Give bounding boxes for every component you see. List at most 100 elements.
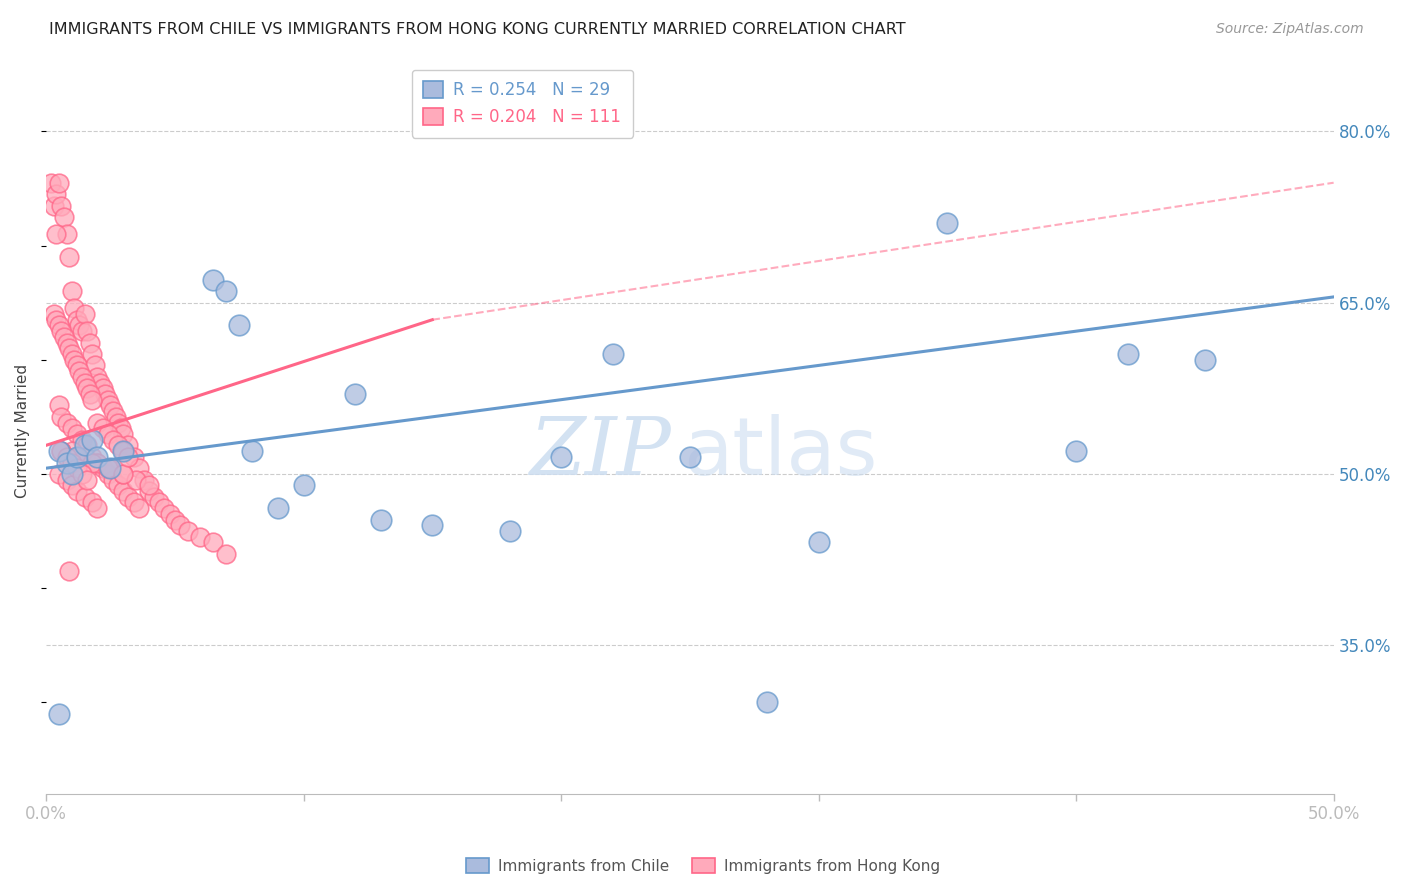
Point	[60, 478, 83, 492]
Point	[91, 461, 114, 475]
Point	[60, 347, 83, 361]
Point	[53, 210, 76, 224]
Point	[117, 450, 139, 464]
Point	[228, 318, 250, 333]
Point	[86, 501, 108, 516]
Point	[98, 461, 121, 475]
Point	[101, 473, 124, 487]
Point	[97, 467, 120, 481]
Point	[55, 416, 77, 430]
Point	[45, 312, 67, 326]
Point	[76, 473, 98, 487]
Point	[60, 467, 83, 481]
Point	[60, 444, 83, 458]
Point	[86, 369, 108, 384]
Point	[51, 444, 73, 458]
Point	[86, 416, 108, 430]
Point	[66, 450, 89, 464]
Point	[112, 467, 135, 481]
Point	[122, 495, 145, 509]
Point	[63, 301, 86, 316]
Point	[98, 398, 121, 412]
Point	[176, 524, 198, 538]
Point	[60, 421, 83, 435]
Point	[128, 461, 150, 475]
Point	[55, 335, 77, 350]
Point	[53, 330, 76, 344]
Point	[112, 484, 135, 499]
Point	[66, 450, 89, 464]
Point	[48, 706, 70, 721]
Point	[45, 227, 67, 241]
Legend: R = 0.254   N = 29, R = 0.204   N = 111: R = 0.254 N = 29, R = 0.204 N = 111	[412, 70, 633, 137]
Point	[91, 421, 114, 435]
Point	[82, 347, 104, 361]
Point	[97, 461, 120, 475]
Point	[215, 547, 238, 561]
Point	[69, 318, 91, 333]
Text: IMMIGRANTS FROM CHILE VS IMMIGRANTS FROM HONG KONG CURRENTLY MARRIED CORRELATION: IMMIGRANTS FROM CHILE VS IMMIGRANTS FROM…	[49, 22, 905, 37]
Point	[66, 359, 89, 373]
Point	[58, 250, 80, 264]
Point	[159, 507, 181, 521]
Point	[98, 461, 121, 475]
Point	[55, 450, 77, 464]
Point	[66, 426, 89, 441]
Point	[163, 513, 186, 527]
Point	[292, 478, 315, 492]
Point	[66, 461, 89, 475]
Point	[420, 518, 443, 533]
Point	[1064, 444, 1087, 458]
Text: Source: ZipAtlas.com: Source: ZipAtlas.com	[1216, 22, 1364, 37]
Point	[104, 409, 127, 424]
Point	[148, 495, 170, 509]
Point	[83, 359, 105, 373]
Point	[101, 404, 124, 418]
Point	[70, 324, 93, 338]
Point	[202, 273, 225, 287]
Point	[550, 450, 572, 464]
Point	[112, 444, 135, 458]
Point	[112, 426, 135, 441]
Point	[86, 455, 108, 469]
Point	[48, 176, 70, 190]
Point	[55, 227, 77, 241]
Point	[82, 495, 104, 509]
Point	[42, 198, 65, 212]
Point	[79, 335, 101, 350]
Point	[70, 369, 93, 384]
Point	[60, 455, 83, 469]
Point	[73, 490, 96, 504]
Point	[97, 426, 120, 441]
Y-axis label: Currently Married: Currently Married	[15, 364, 30, 498]
Point	[58, 341, 80, 355]
Point	[66, 484, 89, 499]
Point	[498, 524, 520, 538]
Point	[82, 450, 104, 464]
Point	[48, 444, 70, 458]
Point	[91, 381, 114, 395]
Point	[169, 518, 191, 533]
Point	[89, 376, 111, 390]
Point	[143, 490, 166, 504]
Point	[69, 364, 91, 378]
Point	[76, 381, 98, 395]
Point	[73, 450, 96, 464]
Point	[343, 387, 366, 401]
Point	[76, 438, 98, 452]
Point	[202, 535, 225, 549]
Point	[117, 438, 139, 452]
Point	[240, 444, 263, 458]
Point	[807, 535, 830, 549]
Point	[79, 387, 101, 401]
Point	[48, 318, 70, 333]
Point	[97, 392, 120, 407]
Text: atlas: atlas	[683, 414, 877, 491]
Point	[73, 376, 96, 390]
Point	[73, 307, 96, 321]
Point	[58, 564, 80, 578]
Point	[51, 409, 73, 424]
Point	[45, 187, 67, 202]
Point	[107, 438, 129, 452]
Point	[936, 216, 959, 230]
